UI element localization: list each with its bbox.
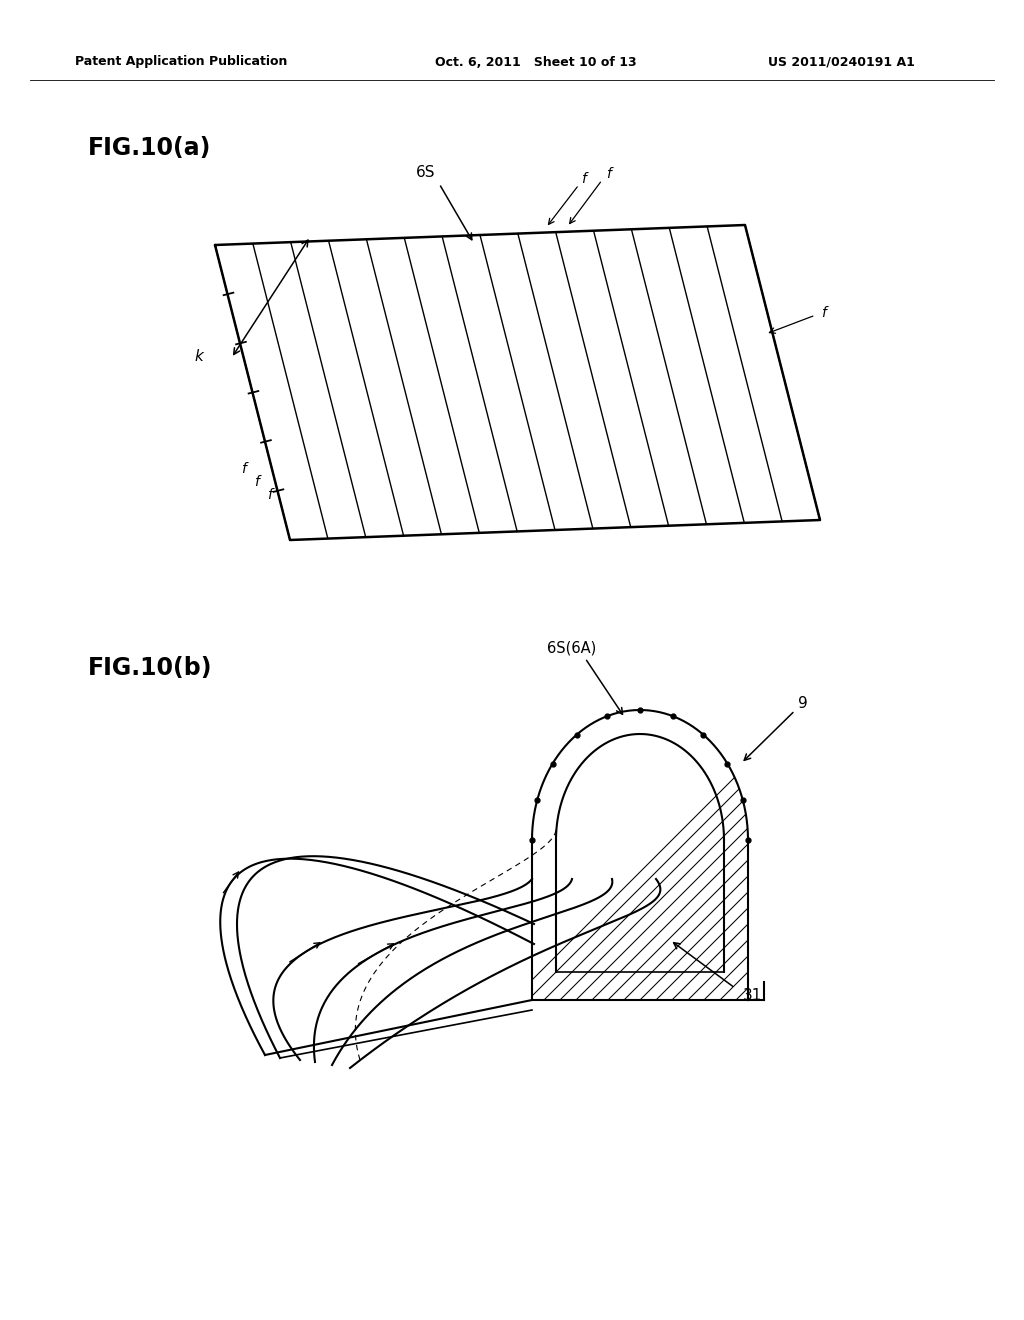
Text: f: f [582,172,587,186]
Text: f: f [821,306,826,321]
Text: US 2011/0240191 A1: US 2011/0240191 A1 [768,55,914,69]
Text: 6S: 6S [417,165,436,180]
Text: 9: 9 [798,696,808,711]
Text: FIG.10(a): FIG.10(a) [88,136,211,160]
Text: k: k [195,348,204,364]
Text: Patent Application Publication: Patent Application Publication [75,55,288,69]
Text: f: f [606,166,610,181]
Text: f: f [255,475,259,488]
Text: f: f [242,462,247,477]
Text: 6S(6A): 6S(6A) [548,640,597,656]
Text: Oct. 6, 2011   Sheet 10 of 13: Oct. 6, 2011 Sheet 10 of 13 [435,55,637,69]
Text: 31: 31 [742,987,762,1002]
Text: FIG.10(b): FIG.10(b) [88,656,213,680]
Text: f: f [267,488,272,502]
